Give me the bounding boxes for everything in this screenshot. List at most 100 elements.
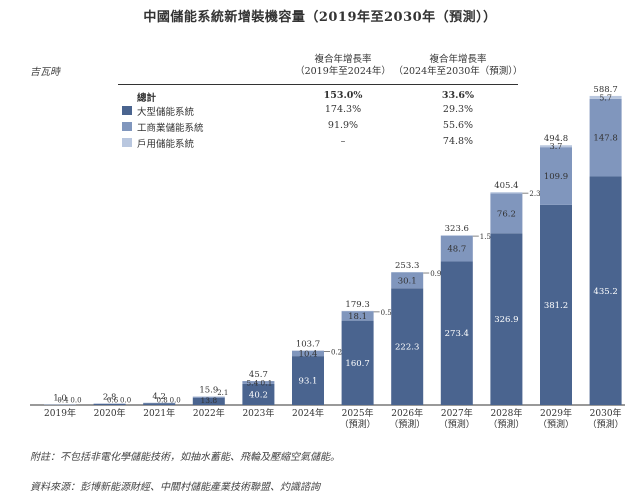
data-label-large-4: 40.2 — [249, 390, 268, 400]
x-tick-label-7: 2026年 — [391, 407, 423, 419]
x-tick-label-1: 2020年 — [94, 407, 126, 419]
data-label-res-6: 0.5 — [381, 309, 392, 317]
x-tick-label-2: 2021年 — [143, 407, 175, 419]
chart-title: 中國儲能系統新增裝機容量（2019年至2030年（預測）） — [143, 10, 497, 25]
data-label-res-11: 5.7 — [599, 93, 612, 102]
x-tick-label-6-b: （預測） — [340, 418, 376, 430]
data-label-ci-3: 2.1 — [217, 389, 228, 397]
x-tick-label-0: 2019年 — [44, 407, 76, 419]
legend-label-large: 大型儲能系統 — [137, 107, 195, 118]
table-row-large-v2: 29.3% — [442, 104, 474, 115]
bar-segment-large-11 — [589, 176, 622, 405]
total-label-4: 45.7 — [249, 370, 268, 380]
bar-segment-large-5 — [292, 356, 324, 405]
table-row-res-v1: – — [340, 136, 346, 147]
x-tick-label-10: 2029年 — [540, 407, 572, 419]
legend-label-ci: 工商業儲能系統 — [137, 123, 204, 134]
data-label-ci-5: 10.4 — [299, 349, 318, 359]
bar-segment-large-9 — [490, 233, 523, 405]
data-label-ci-8: 48.7 — [447, 245, 466, 255]
x-tick-label-4: 2023年 — [242, 407, 274, 419]
cagr-header-1-line2: （2019年至2024年） — [295, 66, 391, 77]
data-label-ci-7: 30.1 — [398, 276, 417, 286]
x-tick-label-8-b: （預測） — [439, 418, 475, 430]
bar-segment-res-8 — [440, 235, 473, 236]
data-label-res-10: 3.7 — [550, 142, 563, 151]
data-label-ci-11: 147.8 — [593, 134, 617, 144]
x-tick-label-10-b: （預測） — [538, 418, 574, 430]
bar-segment-ci-5 — [292, 350, 324, 357]
x-tick-label-3: 2022年 — [193, 407, 225, 419]
data-label-large-7: 222.3 — [395, 343, 419, 353]
x-tick-label-8: 2027年 — [441, 407, 473, 419]
source-note: 資料來源：彭博新能源財經、中關村儲能產業技術聯盟、灼識諮詢 — [30, 482, 320, 493]
bar-segment-large-7 — [391, 288, 424, 405]
table-row-large-v1: 174.3% — [324, 104, 362, 115]
data-label-large-6: 160.7 — [345, 359, 369, 369]
data-label-large-5: 93.1 — [299, 377, 318, 387]
data-label-res-1: 0.0 — [120, 397, 131, 405]
data-label-large-1: 2.2 — [95, 397, 106, 405]
bar-segment-large-10 — [540, 204, 572, 405]
data-label-res-8: 1.5 — [480, 233, 491, 241]
total-label-6: 179.3 — [345, 300, 369, 310]
total-label-8: 323.6 — [445, 224, 469, 234]
cagr-header-1-line1: 複合年增長率 — [314, 54, 372, 65]
data-label-ci-10: 109.9 — [544, 172, 568, 182]
legend-swatch-ci — [122, 122, 132, 131]
bar-segment-large-8 — [440, 261, 473, 405]
total-label-10: 494.8 — [544, 134, 568, 144]
total-label-11: 588.7 — [593, 85, 617, 95]
x-tick-label-11-b: （預測） — [588, 418, 624, 430]
bar-segment-large-2 — [143, 403, 176, 405]
x-tick-label-9: 2028年 — [490, 407, 522, 419]
x-tick-label-9-b: （預測） — [488, 418, 524, 430]
bar-segment-ci-10 — [540, 147, 572, 205]
cagr-header-2-line1: 複合年增長率 — [429, 54, 487, 65]
table-rule — [118, 84, 518, 85]
data-label-ci-1: 0.6 — [107, 397, 119, 405]
table-row-total-v2: 33.6% — [441, 90, 475, 101]
total-label-9: 405.4 — [494, 181, 518, 191]
bar-segment-ci-9 — [490, 193, 523, 234]
data-label-res-5: 0.2 — [331, 349, 342, 357]
data-label-large-2: 3.4 — [145, 397, 157, 405]
bar-segment-large-3 — [192, 397, 225, 405]
data-label-ci-9: 76.2 — [497, 209, 516, 219]
x-tick-label-11: 2030年 — [590, 407, 622, 419]
data-label-large-3: 13.8 — [200, 396, 217, 405]
data-label-res-9: 2.3 — [529, 190, 540, 198]
data-label-large-9: 326.9 — [494, 315, 518, 325]
bar-segment-ci-4 — [242, 381, 275, 384]
total-label-2: 4.2 — [152, 392, 166, 402]
table-row-ci-v1: 91.9% — [327, 120, 359, 131]
x-tick-label-5: 2024年 — [292, 407, 324, 419]
data-label-res-7: 0.9 — [430, 270, 441, 278]
bar-segment-res-11 — [589, 95, 622, 99]
bar-segment-large-6 — [341, 320, 374, 405]
data-label-large-11: 435.2 — [593, 287, 617, 297]
legend-swatch-large — [122, 106, 132, 115]
cagr-header-2-line2: （2024年至2030年（預測）） — [393, 66, 523, 77]
bar-segment-ci-3 — [192, 396, 225, 398]
footnote: 附註：不包括非電化學儲能技術，如抽水蓄能、飛輪及壓縮空氣儲能。 — [30, 452, 340, 463]
table-row-label-total: 總計 — [137, 93, 157, 104]
bar-segment-large-4 — [242, 383, 275, 405]
data-label-large-10: 381.2 — [544, 301, 568, 311]
legend-label-res: 戶用儲能系統 — [137, 139, 195, 150]
bar-segment-res-10 — [540, 145, 572, 148]
table-row-total-v1: 153.0% — [323, 90, 363, 101]
bar-segment-ci-7 — [391, 272, 424, 289]
unit-label: 吉瓦時 — [30, 67, 60, 78]
table-row-res-v2: 74.8% — [442, 136, 474, 147]
bar-segment-large-1 — [93, 403, 126, 405]
data-label-ci-4: 5.4 — [246, 378, 258, 387]
data-label-res-4: 0.1 — [260, 378, 272, 387]
total-label-5: 103.7 — [296, 340, 320, 350]
data-label-ci-6: 18.1 — [348, 312, 367, 322]
bar-segment-ci-6 — [341, 311, 374, 321]
bar-segment-ci-11 — [589, 98, 622, 177]
x-tick-label-6: 2025年 — [342, 407, 374, 419]
total-label-0: 1.0 — [53, 393, 67, 403]
